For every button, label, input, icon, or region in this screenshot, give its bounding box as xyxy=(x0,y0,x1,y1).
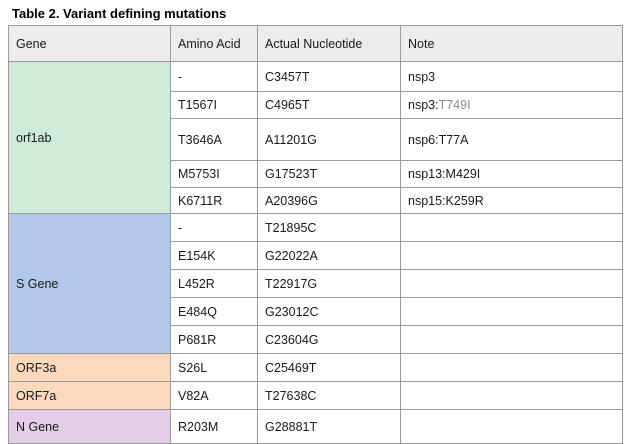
nucleotide-cell: C25469T xyxy=(257,353,401,382)
amino-acid-cell: E154K xyxy=(170,241,258,270)
gene-cell: ORF3a xyxy=(8,353,171,382)
amino-acid-cell: - xyxy=(170,61,258,92)
nucleotide-cell: G28881T xyxy=(257,409,401,444)
variant-mutations-table: Gene Amino Acid Actual Nucleotide Note o… xyxy=(8,25,623,444)
gene-cell: orf1ab xyxy=(8,61,171,214)
table-row: T3646A A11201G nsp6:T77A xyxy=(9,118,623,161)
table-row: S Gene - T21895C xyxy=(8,213,623,354)
amino-acid-cell: V82A xyxy=(170,381,258,410)
gene-cell: ORF7a xyxy=(8,381,171,410)
nucleotide-cell: T22917G xyxy=(257,269,401,298)
note-text: nsp15:K259R xyxy=(408,193,484,208)
amino-acid-cell: T1567I xyxy=(170,91,258,119)
amino-acid-cell: M5753I xyxy=(170,160,258,188)
table-row: ORF3a S26L C25469T xyxy=(8,353,623,382)
nucleotide-cell: G22022A xyxy=(257,241,401,270)
amino-acid-cell: S26L xyxy=(170,353,258,382)
gene-cell: S Gene xyxy=(8,213,171,354)
note-cell xyxy=(400,409,623,444)
gene-cell: N Gene xyxy=(8,409,171,444)
nucleotide-cell: T21895C xyxy=(257,213,401,242)
header-amino-acid: Amino Acid xyxy=(170,25,258,62)
amino-acid-cell: L452R xyxy=(170,269,258,298)
note-cell xyxy=(400,325,623,354)
amino-acid-cell: T3646A xyxy=(170,118,258,161)
header-note: Note xyxy=(400,25,623,62)
note-cell: nsp3 xyxy=(400,61,623,92)
amino-acid-cell: K6711R xyxy=(170,187,258,214)
note-cell xyxy=(400,353,623,382)
nucleotide-cell: G23012C xyxy=(257,297,401,326)
table-body: orf1ab - C3457T nsp3 T1567I C4965T nsp3:T749I T… xyxy=(8,61,623,444)
nucleotide-cell: A20396G xyxy=(257,187,401,214)
amino-acid-cell: - xyxy=(170,213,258,242)
header-gene: Gene xyxy=(8,25,171,62)
amino-acid-cell: E484Q xyxy=(170,297,258,326)
nucleotide-cell: T27638C xyxy=(257,381,401,410)
amino-acid-cell: R203M xyxy=(170,409,258,444)
note-text: nsp13:M429I xyxy=(408,167,481,181)
note-cell: nsp13:M429I xyxy=(400,160,623,188)
table-row: orf1ab - C3457T nsp3 xyxy=(8,61,623,214)
note-cell xyxy=(400,241,623,270)
note-text: nsp3 xyxy=(408,69,436,84)
nucleotide-cell: C23604G xyxy=(257,325,401,354)
header-actual-nucleotide: Actual Nucleotide xyxy=(257,25,401,62)
amino-acid-cell: P681R xyxy=(170,325,258,354)
note-cell: nsp6:T77A xyxy=(400,118,623,161)
note-cell xyxy=(400,297,623,326)
note-cell: nsp3:T749I xyxy=(400,91,623,119)
note-cell xyxy=(400,213,623,242)
nucleotide-cell: A11201G xyxy=(257,118,401,161)
note-cell xyxy=(400,381,623,410)
table-row: N Gene R203M G28881T xyxy=(8,409,623,444)
table-caption: Table 2. Variant defining mutations xyxy=(12,6,227,21)
note-cell: nsp15:K259R xyxy=(400,187,623,214)
nucleotide-cell: G17523T xyxy=(257,160,401,188)
note-text: nsp6:T77A xyxy=(408,132,469,147)
table-row: ORF7a V82A T27638C xyxy=(8,381,623,410)
nucleotide-cell: C4965T xyxy=(257,91,401,119)
header-row: Gene Amino Acid Actual Nucleotide Note xyxy=(8,25,623,62)
table-row: L452R T22917G xyxy=(9,269,623,298)
note-cell xyxy=(400,269,623,298)
note-text-grey: T749I xyxy=(438,98,471,112)
nucleotide-cell: C3457T xyxy=(257,61,401,92)
table-header: Gene Amino Acid Actual Nucleotide Note xyxy=(8,25,623,62)
note-text: nsp3: xyxy=(408,98,439,112)
table-row: K6711R A20396G nsp15:K259R xyxy=(9,187,623,214)
